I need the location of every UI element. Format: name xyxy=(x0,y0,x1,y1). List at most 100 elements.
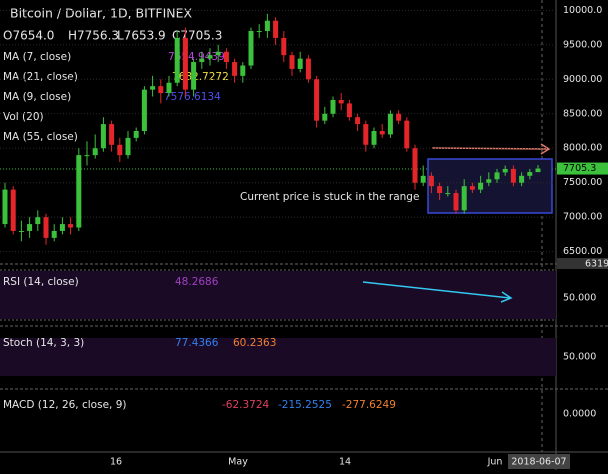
candle-body xyxy=(281,37,287,56)
candle-body xyxy=(535,168,541,173)
indicator-value: 7682.7272 xyxy=(172,71,229,83)
candle-body xyxy=(478,182,484,190)
candle-body xyxy=(510,168,516,183)
indicator-label: MA (55, close) xyxy=(3,131,78,143)
candle-body xyxy=(232,62,238,76)
candle-body xyxy=(412,148,418,183)
candle-body xyxy=(420,175,426,183)
candle-body xyxy=(166,82,172,94)
candle-body xyxy=(322,113,328,121)
candle-body xyxy=(68,224,74,228)
candle-body xyxy=(182,37,188,90)
annotation: Current price is stuck in the range xyxy=(240,191,419,203)
candle-body xyxy=(469,186,475,190)
candle-body xyxy=(363,124,369,145)
candle-body xyxy=(207,55,213,59)
candle-body xyxy=(27,224,33,231)
macd-label: MACD (12, 26, close, 9) xyxy=(3,399,126,411)
candle-body xyxy=(502,168,508,173)
candle-body xyxy=(314,79,320,121)
macd-tick: 0.0000 xyxy=(563,409,596,420)
candle-body xyxy=(453,193,459,211)
candle-body xyxy=(158,86,164,94)
y-tick-label: 9500.00 xyxy=(563,39,602,50)
candle-body xyxy=(330,99,336,114)
candle-body xyxy=(445,193,451,195)
candle-body xyxy=(100,124,106,149)
candle-body xyxy=(264,20,270,32)
indicator-label: Vol (20) xyxy=(3,111,44,123)
candle-body xyxy=(519,175,525,183)
y-tick-label: 9000.00 xyxy=(563,74,602,85)
candle-body xyxy=(18,230,24,232)
ohlc: O7654.0 xyxy=(3,29,54,43)
candle-body xyxy=(404,120,410,149)
y-tick-label: 10000.0 xyxy=(563,5,602,16)
arrow xyxy=(362,281,511,299)
candle-body xyxy=(84,155,90,157)
y-tick-label: 8500.00 xyxy=(563,108,602,119)
candle-body xyxy=(387,113,393,135)
labels: Bitcoin / Dollar, 1D, BITFINEX O7654.0 H… xyxy=(3,5,608,469)
x-tick-label: 16 xyxy=(110,457,122,468)
candle-body xyxy=(150,86,156,90)
stoch-value: 60.2363 xyxy=(233,337,276,349)
ohlc: H7756.3 xyxy=(68,29,119,43)
indicator-label: MA (7, close) xyxy=(3,51,71,63)
candle-body xyxy=(273,20,279,38)
candles xyxy=(0,9,556,253)
date-badge xyxy=(508,454,570,469)
macd-value: -215.2525 xyxy=(278,399,332,411)
candle-body xyxy=(59,224,65,231)
rsi-fill xyxy=(0,271,556,319)
candle-body xyxy=(199,58,205,63)
candle-body xyxy=(437,186,443,194)
candle-body xyxy=(10,189,16,231)
candle-body xyxy=(527,172,533,176)
candle-body xyxy=(338,99,344,104)
x-tick-label: 14 xyxy=(339,457,351,468)
candle-body xyxy=(256,31,262,33)
candle-body xyxy=(76,155,82,228)
candle-body xyxy=(494,172,500,180)
x-tick-label: May xyxy=(228,457,248,468)
range-box xyxy=(427,158,553,214)
candle-body xyxy=(117,144,123,156)
candle-body xyxy=(486,179,492,183)
stoch-fill xyxy=(0,338,556,376)
candle-body xyxy=(2,189,8,225)
last-price-label: 7705.3 xyxy=(563,163,596,174)
stoch-value: 77.4366 xyxy=(175,337,219,349)
indicator-label: MA (9, close) xyxy=(3,91,71,103)
candle-body xyxy=(191,62,197,90)
candle-body xyxy=(461,186,467,211)
candle-body xyxy=(428,175,434,187)
indicator-label: MA (21, close) xyxy=(3,71,78,83)
date-label: 2018-06-07 xyxy=(511,457,566,468)
rsi-label: RSI (14, close) xyxy=(3,276,79,288)
macd-value: -62.3724 xyxy=(222,399,270,411)
candle-body xyxy=(240,65,246,76)
candle-body xyxy=(289,55,295,69)
candle-body xyxy=(396,113,402,121)
candle-body xyxy=(346,103,352,118)
last-price-badge xyxy=(557,162,608,175)
candle-body xyxy=(109,124,115,145)
y-tick-label: 7000.00 xyxy=(563,212,602,223)
y-tick-label: 6500.00 xyxy=(563,246,602,257)
stoch-tick: 50.000 xyxy=(563,352,596,363)
candle-body xyxy=(133,131,139,138)
indicator-value: 7654.9439 xyxy=(168,51,225,63)
low-label: 6319.0 xyxy=(585,259,608,270)
candle-body xyxy=(43,217,49,238)
macd-value: -277.6249 xyxy=(342,399,396,411)
rsi-tick: 50.000 xyxy=(563,293,596,304)
arrow-head xyxy=(500,291,513,303)
candle-body xyxy=(371,131,377,145)
chart-title: Bitcoin / Dollar, 1D, BITFINEX xyxy=(10,6,193,21)
candle-body xyxy=(215,51,221,56)
candle-body xyxy=(125,137,131,156)
candle-body xyxy=(51,230,57,238)
